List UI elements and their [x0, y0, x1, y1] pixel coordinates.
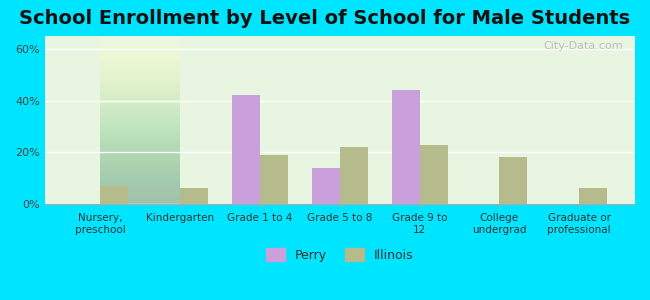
Bar	[260, 155, 288, 204]
Bar	[392, 90, 420, 204]
Bar	[180, 188, 208, 204]
Bar	[420, 145, 447, 204]
Bar	[101, 186, 129, 204]
Bar	[312, 168, 340, 204]
Legend: Perry, Illinois: Perry, Illinois	[259, 242, 420, 268]
Bar	[499, 158, 527, 204]
Bar	[579, 188, 607, 204]
Text: School Enrollment by Level of School for Male Students: School Enrollment by Level of School for…	[20, 9, 630, 28]
Bar	[340, 147, 368, 204]
Text: City-Data.com: City-Data.com	[543, 41, 623, 51]
Bar	[232, 95, 260, 204]
